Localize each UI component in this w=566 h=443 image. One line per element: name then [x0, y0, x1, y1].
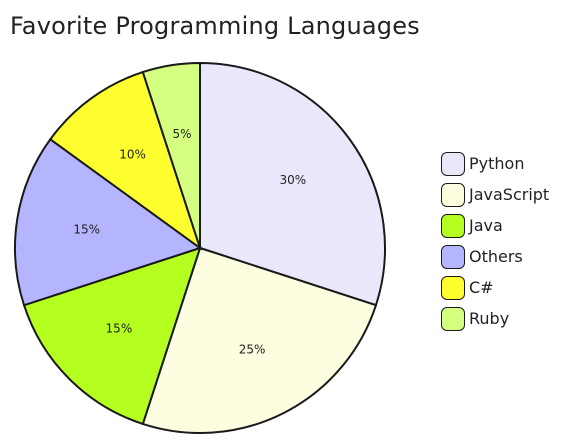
pie-labels: 30% 25% 15% 15% 10% 5% — [73, 127, 306, 356]
legend-item: JavaScript — [441, 179, 549, 210]
legend-swatch — [441, 306, 465, 331]
legend-item: Java — [441, 210, 549, 241]
pie-slices — [14, 61, 386, 434]
chart-legend: Python JavaScript Java Others C# Ruby — [441, 148, 549, 334]
legend-item: Python — [441, 148, 549, 179]
slice-label: 30% — [279, 173, 306, 187]
pie-slice-ruby — [141, 61, 201, 249]
pie-slice-python — [199, 61, 386, 307]
slice-label: 10% — [119, 148, 146, 162]
legend-label: Python — [469, 154, 525, 173]
pie-slice-others — [14, 137, 203, 307]
slice-label: 15% — [73, 223, 100, 237]
legend-item: C# — [441, 272, 549, 303]
slice-label: 5% — [173, 127, 192, 141]
pie-slice-java — [22, 246, 202, 426]
legend-swatch — [441, 244, 465, 269]
legend-label: C# — [469, 278, 494, 297]
slice-label: 15% — [106, 322, 133, 336]
pie-slice-javascript — [141, 246, 378, 434]
legend-swatch — [441, 151, 465, 176]
legend-label: Others — [469, 247, 523, 266]
legend-swatch — [441, 182, 465, 207]
slice-label: 25% — [239, 343, 266, 357]
legend-label: Java — [469, 216, 503, 235]
legend-label: JavaScript — [469, 185, 550, 204]
legend-label: Ruby — [469, 309, 510, 328]
chart-title: Favorite Programming Languages — [10, 12, 420, 40]
legend-item: Others — [441, 241, 549, 272]
legend-swatch — [441, 275, 465, 300]
pie-slice-c- — [48, 70, 202, 251]
legend-swatch — [441, 213, 465, 238]
legend-item: Ruby — [441, 303, 549, 334]
